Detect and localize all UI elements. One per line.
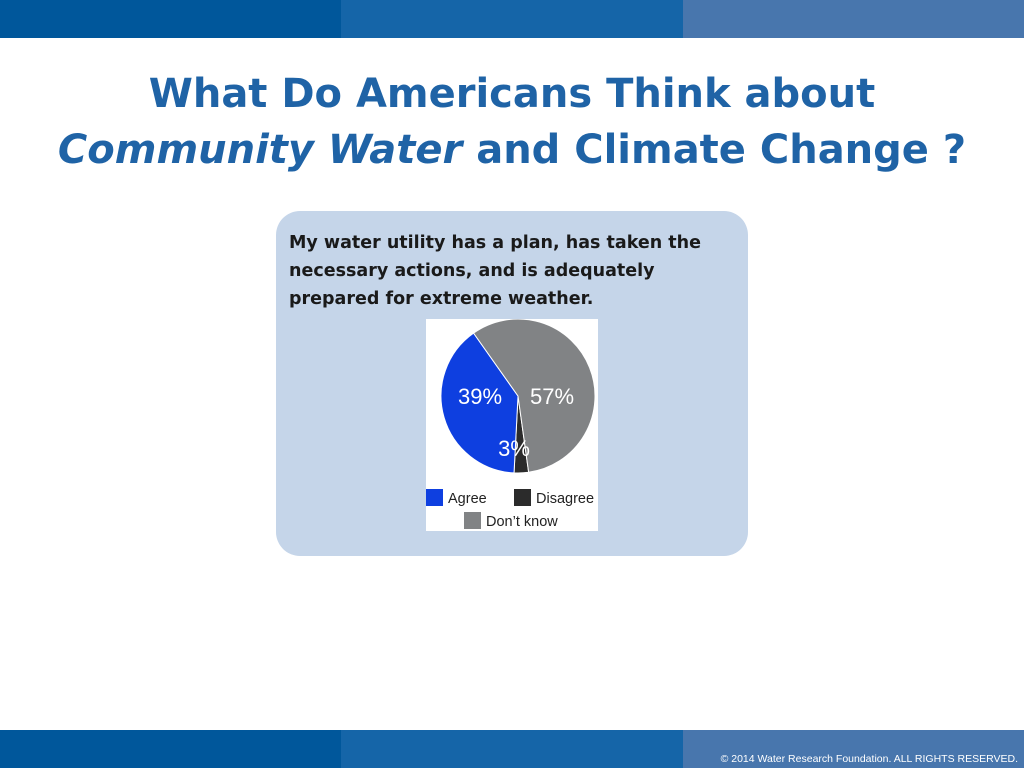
pie-label-don-t-know: 57% [530, 384, 574, 409]
legend-label-disagree: Disagree [536, 491, 594, 507]
slide-title: What Do Americans Think about Community … [0, 66, 1024, 178]
bottom-band-segment-light: © 2014 Water Research Foundation. ALL RI… [683, 730, 1024, 768]
legend-label-don-t-know: Don’t know [486, 514, 558, 530]
copyright-footer: © 2014 Water Research Foundation. ALL RI… [720, 753, 1018, 765]
legend-swatch-don-t-know [464, 512, 481, 529]
pie-label-disagree: 3% [498, 436, 530, 461]
legend-label-agree: Agree [448, 491, 487, 507]
bottom-band-segment-mid [341, 730, 683, 768]
survey-card: My water utility has a plan, has taken t… [276, 211, 748, 556]
title-line-2: Community Water and Climate Change ? [0, 122, 1024, 178]
pie-slice-don-t-know [472, 319, 596, 473]
pie-label-agree: 39% [458, 384, 502, 409]
top-band-segment-light [683, 0, 1024, 38]
survey-question: My water utility has a plan, has taken t… [289, 233, 701, 309]
legend-swatch-agree [426, 489, 443, 506]
title-line-1: What Do Americans Think about [148, 71, 876, 117]
pie-chart: 39% 3% 57% Agree Disagree Don’t know [426, 319, 596, 530]
top-band-segment-mid [341, 0, 683, 38]
title-line-2-rest: and Climate Change ? [462, 127, 967, 173]
bottom-band: © 2014 Water Research Foundation. ALL RI… [0, 730, 1024, 768]
bottom-band-segment-dark [0, 730, 341, 768]
title-emphasis: Community Water [57, 127, 463, 173]
top-band [0, 0, 1024, 38]
top-band-segment-dark [0, 0, 341, 38]
legend-swatch-disagree [514, 489, 531, 506]
pie-chart-panel: 39% 3% 57% Agree Disagree Don’t know [426, 319, 598, 531]
pie-slice-agree [440, 332, 519, 474]
